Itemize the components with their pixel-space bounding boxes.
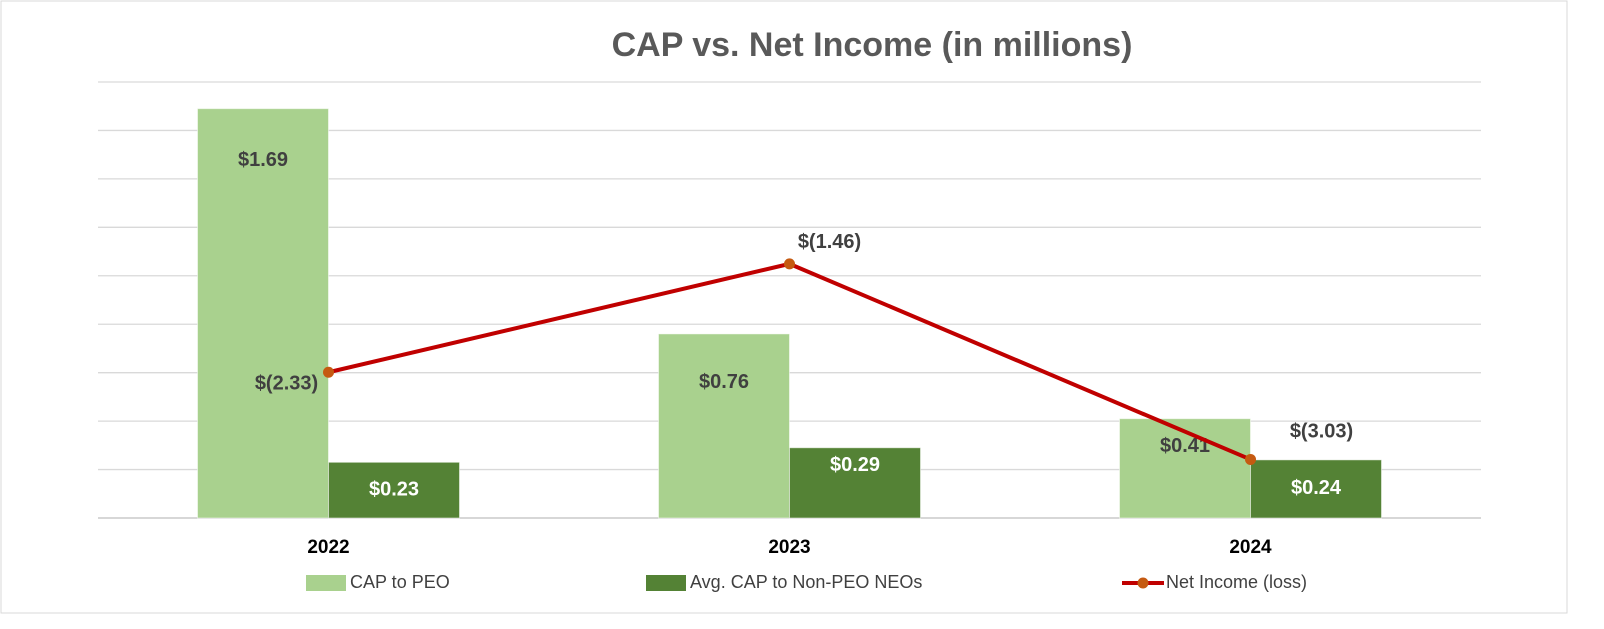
data-label: $0.24 [1291,477,1342,499]
x-tick-label: 2023 [768,537,810,558]
legend-label: Net Income (loss) [1166,572,1307,592]
chart-title: CAP vs. Net Income (in millions) [612,26,1133,64]
bar [1119,418,1251,519]
data-label: $0.29 [830,454,880,476]
bar [789,447,921,519]
legend-swatch [646,575,686,591]
data-label: $(3.03) [1290,421,1353,443]
legend-swatch [1137,577,1149,589]
bar [197,108,329,519]
bar [1250,459,1382,519]
line-marker [323,366,334,378]
legend-label: Avg. CAP to Non-PEO NEOs [690,572,922,592]
legend-swatch [306,575,346,591]
x-tick-label: 2022 [307,537,349,558]
data-label: $0.41 [1160,435,1210,457]
bar [328,461,460,519]
data-label: $(1.46) [798,231,861,253]
line-marker [1245,453,1256,465]
data-label: $0.23 [369,479,419,501]
legend-label: CAP to PEO [350,572,450,592]
data-label: $(2.33) [255,373,318,395]
x-tick-label: 2024 [1229,537,1272,558]
line-marker [784,258,795,270]
data-label: $1.69 [238,149,288,171]
data-label: $0.76 [699,371,749,393]
bar [658,333,790,519]
